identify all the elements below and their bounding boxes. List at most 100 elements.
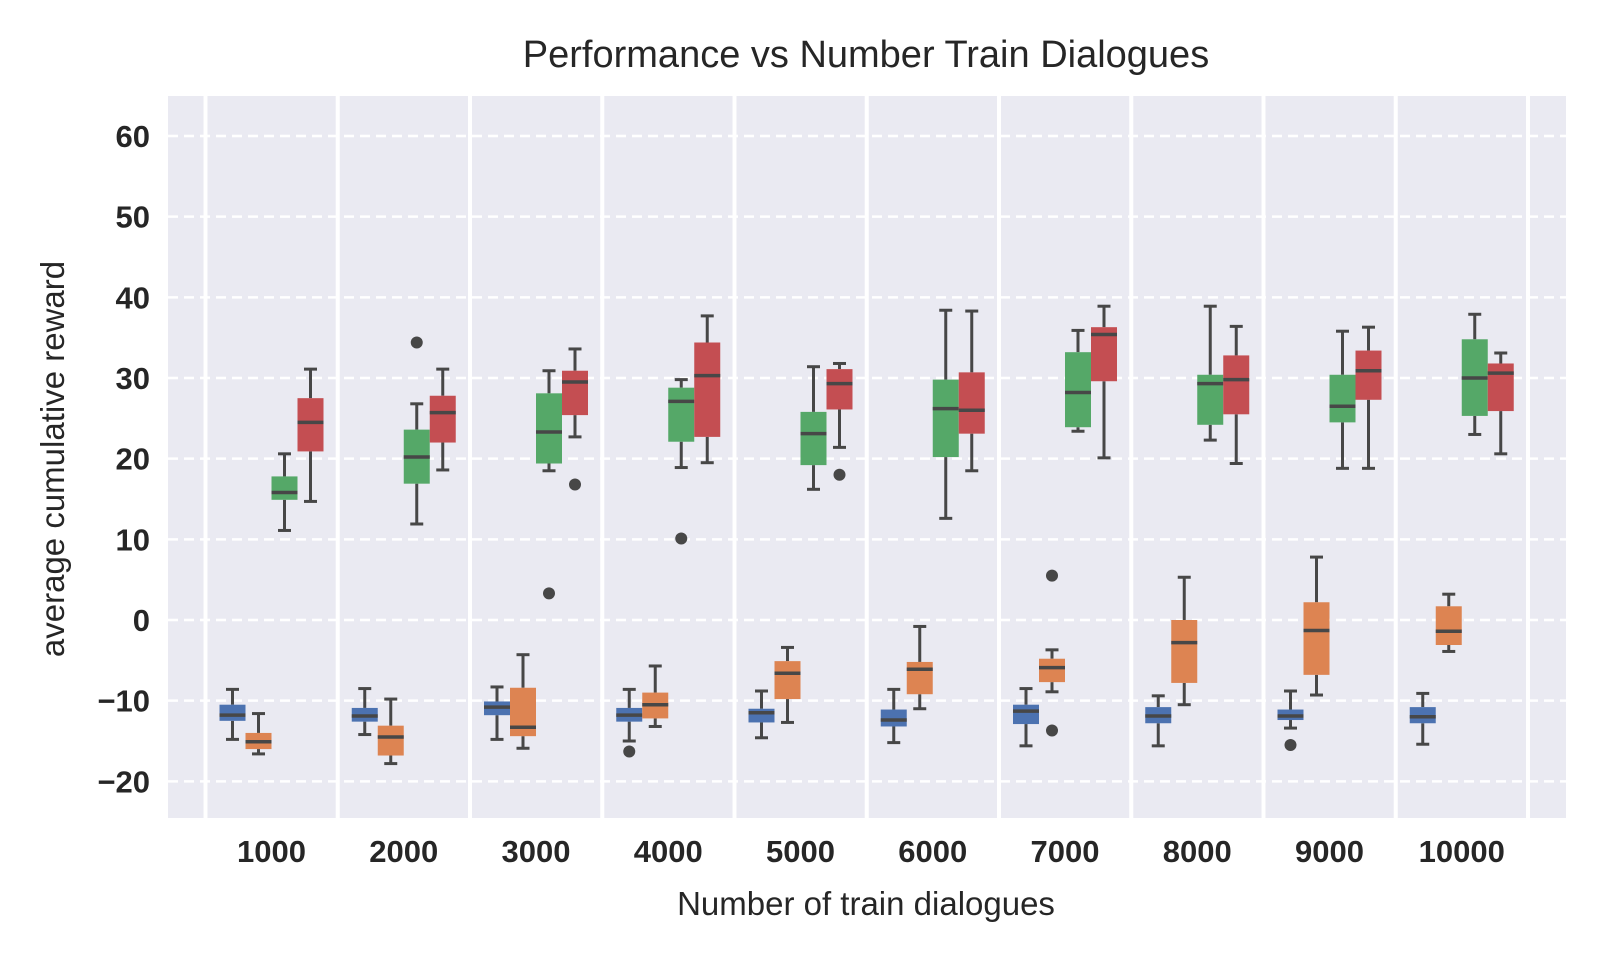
- box-iqr: [1435, 606, 1462, 646]
- box-group: [800, 365, 827, 491]
- box-group: [1091, 304, 1117, 460]
- box-group: [1065, 328, 1091, 433]
- box-iqr: [880, 709, 907, 727]
- box-group: [668, 378, 695, 545]
- box-group: [297, 367, 324, 503]
- box-group: [1487, 351, 1514, 456]
- box-iqr: [932, 379, 959, 458]
- chart-title: Performance vs Number Train Dialogues: [523, 34, 1209, 76]
- box-iqr: [562, 370, 588, 416]
- box-iqr: [694, 342, 721, 437]
- box-group: [906, 624, 933, 711]
- x-tick-label: 6000: [898, 834, 967, 869]
- box-group: [958, 309, 985, 473]
- box-iqr: [271, 476, 298, 500]
- y-tick-label: 0: [133, 603, 150, 638]
- box-group: [1277, 689, 1304, 752]
- x-tick-label: 7000: [1031, 834, 1100, 869]
- box-group: [880, 687, 907, 745]
- box-iqr: [1355, 350, 1382, 400]
- box-iqr: [1013, 704, 1039, 725]
- box-group: [1171, 575, 1198, 707]
- x-tick-label: 2000: [369, 834, 438, 869]
- x-tick-label: 4000: [634, 834, 703, 869]
- box-group: [245, 712, 272, 756]
- box-group: [562, 347, 588, 491]
- x-tick-label: 8000: [1163, 834, 1232, 869]
- boxes-layer: [219, 304, 1514, 766]
- box-iqr: [297, 398, 324, 452]
- horizontal-gridlines: [168, 134, 1566, 783]
- x-tick-label: 3000: [502, 834, 571, 869]
- box-iqr: [1065, 352, 1091, 428]
- x-tick-labels: 1000 2000 3000 4000 5000 6000 7000 8000 9000 1000…: [237, 834, 1505, 869]
- box-group: [1145, 694, 1172, 748]
- box-group: [271, 452, 298, 532]
- outlier-point: [543, 587, 555, 600]
- y-tick-label: −20: [97, 764, 150, 799]
- box-iqr: [906, 661, 933, 695]
- box-iqr: [429, 395, 456, 443]
- box-group: [351, 687, 378, 737]
- y-tick-label: 20: [116, 442, 150, 477]
- box-group: [826, 361, 853, 481]
- box-iqr: [219, 704, 246, 721]
- box-iqr: [826, 369, 853, 410]
- box-iqr: [536, 393, 562, 464]
- box-group: [1223, 324, 1250, 466]
- box-group: [932, 308, 959, 520]
- box-iqr: [377, 725, 404, 756]
- outlier-point: [675, 532, 688, 545]
- box-iqr: [958, 372, 985, 434]
- box-group: [429, 367, 456, 472]
- box-group: [219, 687, 246, 741]
- y-tick-label: 40: [116, 280, 150, 315]
- y-tick-label: 30: [116, 361, 150, 396]
- box-group: [1303, 555, 1330, 697]
- box-group: [748, 689, 775, 740]
- y-axis-label: average cumulative reward: [34, 261, 71, 657]
- box-group: [1197, 304, 1224, 442]
- box-group: [1409, 691, 1436, 746]
- y-tick-label: −10: [97, 684, 150, 719]
- box-group: [642, 664, 669, 728]
- box-group: [484, 685, 510, 741]
- box-group: [536, 369, 562, 600]
- box-group: [1355, 325, 1382, 470]
- outlier-point: [569, 478, 581, 491]
- box-group: [377, 697, 404, 766]
- box-iqr: [1329, 374, 1356, 423]
- box-group: [1435, 592, 1462, 653]
- y-tick-labels: −20 −10 0 10 20 30 40 50 60: [97, 119, 150, 799]
- outlier-point: [410, 336, 423, 349]
- y-tick-label: 60: [116, 119, 150, 154]
- box-iqr: [1039, 658, 1065, 683]
- box-group: [694, 314, 721, 465]
- outlier-point: [1284, 739, 1297, 752]
- x-tick-label: 5000: [766, 834, 835, 869]
- outlier-point: [1046, 724, 1058, 737]
- box-iqr: [1487, 363, 1514, 412]
- box-iqr: [668, 387, 695, 442]
- box-iqr: [774, 661, 801, 700]
- y-tick-label: 10: [116, 522, 150, 557]
- box-group: [1039, 569, 1065, 737]
- y-tick-label: 50: [116, 200, 150, 235]
- box-group: [774, 645, 801, 724]
- box-group: [1013, 687, 1039, 748]
- x-tick-label: 10000: [1419, 834, 1505, 869]
- box-iqr: [800, 411, 827, 466]
- box-iqr: [1303, 602, 1330, 675]
- box-group: [1461, 312, 1488, 436]
- x-axis-label: Number of train dialogues: [677, 885, 1055, 922]
- box-group: [1329, 329, 1356, 470]
- x-tick-label: 9000: [1295, 834, 1364, 869]
- box-group: [403, 336, 430, 526]
- outlier-point: [623, 745, 636, 758]
- box-iqr: [748, 708, 775, 723]
- x-tick-label: 1000: [237, 834, 306, 869]
- box-group: [616, 687, 643, 758]
- box-group: [510, 653, 536, 750]
- outlier-point: [833, 468, 846, 481]
